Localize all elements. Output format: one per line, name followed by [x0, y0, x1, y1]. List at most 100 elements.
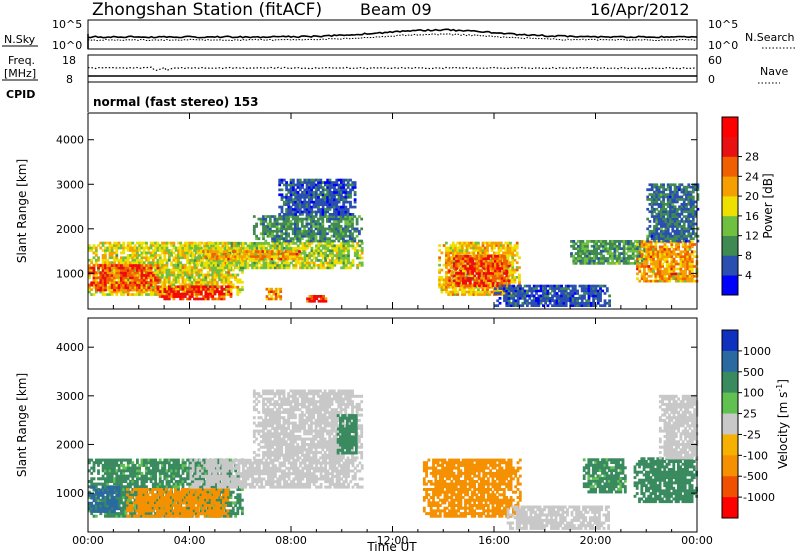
data-cell — [577, 244, 580, 248]
data-cell — [227, 293, 231, 296]
data-cell — [305, 186, 309, 189]
data-cell — [97, 258, 100, 262]
data-cell — [117, 261, 121, 265]
data-cell — [234, 255, 237, 258]
data-cell — [179, 263, 183, 267]
data-cell — [211, 293, 215, 296]
data-cell — [468, 264, 472, 268]
data-cell — [115, 274, 119, 277]
data-cell — [145, 274, 148, 277]
data-cell — [337, 232, 341, 236]
data-cell — [229, 295, 233, 298]
data-cell — [507, 281, 511, 285]
data-cell — [506, 251, 510, 255]
data-cell — [629, 242, 633, 246]
data-cell — [438, 258, 441, 262]
data-cell — [640, 262, 644, 266]
data-cell — [321, 181, 325, 184]
data-cell — [337, 205, 341, 209]
data-cell — [340, 254, 343, 257]
data-cell — [303, 200, 307, 204]
data-cell — [314, 213, 318, 216]
data-cell — [138, 244, 141, 247]
data-cell — [183, 244, 187, 247]
data-cell — [647, 279, 651, 283]
data-cell — [679, 262, 683, 266]
data-cell — [271, 232, 274, 236]
data-cell — [475, 272, 479, 275]
data-cell — [665, 248, 669, 251]
data-cell — [113, 283, 116, 287]
data-cell — [277, 287, 280, 291]
data-cell — [92, 276, 96, 280]
data-cell — [605, 287, 609, 290]
data-cell — [136, 251, 139, 255]
data-cell — [136, 280, 139, 284]
data-cell — [504, 251, 508, 255]
nave-trace — [87, 66, 698, 72]
data-cell — [292, 210, 295, 214]
data-cell — [151, 290, 155, 294]
data-cell — [275, 255, 279, 258]
data-cell — [495, 251, 499, 255]
data-cell — [353, 237, 357, 241]
data-cell — [532, 294, 536, 298]
data-cell — [356, 264, 359, 267]
data-cell — [298, 229, 302, 233]
data-cell — [451, 254, 455, 257]
data-cell — [595, 262, 598, 265]
data-cell — [287, 246, 291, 250]
data-cell — [149, 274, 153, 277]
data-cell — [466, 267, 470, 270]
data-cell — [97, 288, 100, 292]
data-cell — [674, 255, 678, 258]
data-cell — [511, 268, 515, 272]
data-cell — [163, 268, 167, 272]
data-cell — [457, 281, 461, 285]
data-cell — [319, 259, 323, 262]
data-cell — [310, 227, 313, 231]
data-cell — [480, 254, 484, 258]
data-cell — [312, 225, 316, 228]
data-cell — [351, 232, 354, 236]
data-cell — [344, 254, 348, 257]
data-cell — [193, 285, 196, 289]
data-cell — [190, 273, 194, 277]
data-cell — [351, 246, 355, 250]
data-cell — [451, 246, 455, 250]
data-cell — [326, 232, 329, 236]
data-cell — [237, 246, 241, 250]
data-cell — [181, 285, 185, 289]
data-cell — [597, 244, 601, 248]
data-cell — [555, 301, 559, 305]
data-cell — [467, 290, 471, 294]
data-cell — [670, 260, 674, 263]
data-cell — [308, 198, 311, 201]
data-cell — [154, 244, 157, 247]
data-cell — [106, 241, 110, 245]
data-cell — [322, 295, 325, 298]
data-cell — [684, 267, 687, 271]
data-cell — [312, 256, 316, 260]
data-cell — [238, 280, 242, 284]
data-cell — [108, 266, 112, 270]
data-cell — [581, 262, 585, 265]
data-cell — [670, 265, 674, 268]
data-cell — [242, 261, 245, 265]
data-cell — [236, 250, 240, 253]
data-cell — [622, 240, 626, 243]
data-cell — [278, 237, 281, 241]
data-cell — [97, 286, 100, 290]
data-cell — [215, 280, 219, 284]
data-cell — [263, 250, 267, 253]
data-cell — [322, 251, 325, 255]
data-cell — [197, 276, 201, 279]
data-cell — [346, 193, 350, 197]
data-cell — [638, 244, 642, 248]
data-cell — [595, 242, 598, 246]
data-cell — [464, 279, 468, 283]
data-cell — [333, 183, 336, 187]
data-cell — [324, 242, 327, 245]
data-cell — [640, 257, 644, 260]
data-cell — [179, 244, 183, 247]
